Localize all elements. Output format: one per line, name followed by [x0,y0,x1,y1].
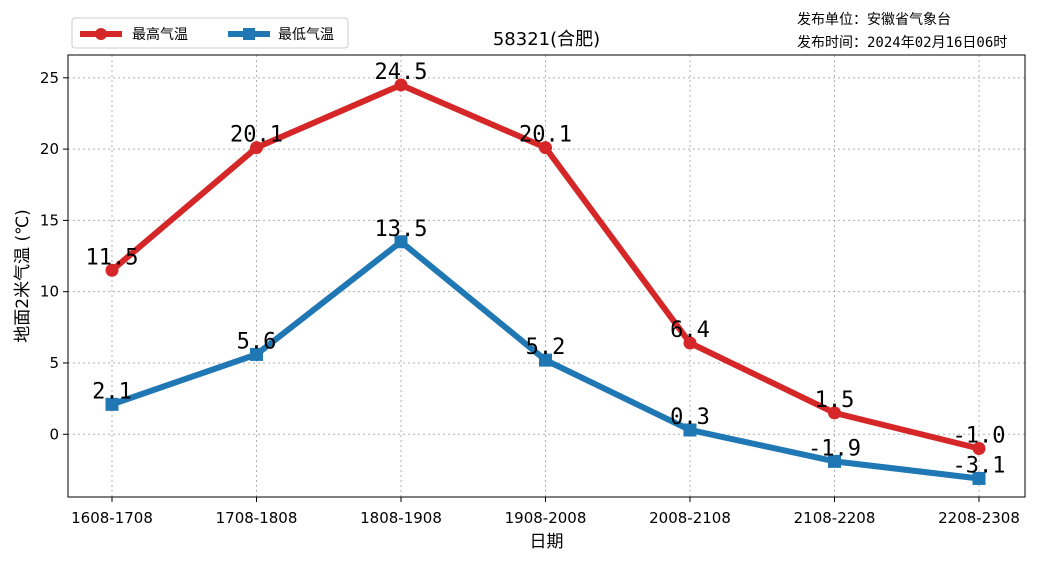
plot-frame [67,54,1026,498]
data-point-max [250,141,263,155]
data-label: 11.5 [86,245,139,270]
publisher-unit-text: 发布单位：安徽省气象台 [797,12,951,28]
y-tick-label: 20 [40,140,59,158]
data-label: 20.1 [230,123,283,148]
data-point-min [683,423,697,437]
data-label: 0.3 [670,405,710,430]
data-label: -1.9 [808,436,861,461]
y-tick-label: 10 [40,283,59,301]
data-label: 1.5 [815,388,855,413]
data-point-max [828,406,841,420]
x-axis-label: 日期 [530,532,564,552]
data-label: 5.6 [237,329,277,354]
legend-marker-square [243,28,255,40]
y-tick-label: 25 [40,69,59,87]
data-label: 6.4 [670,318,710,343]
data-point-max [972,442,986,456]
x-tick-label: 2208-2308 [938,509,1020,527]
y-tick-label: 0 [49,425,59,443]
data-point-min [539,353,552,367]
data-label-layer: 11.5 20.1 24.5 20.1 6.4 1.5 -1.0 2.1 5.6 13.5 5.2 0… [86,60,1006,479]
data-label: 13.5 [375,217,428,242]
legend: 最高气温 最低气温 [71,17,349,49]
data-point-min [250,347,263,361]
y-tick-label: 5 [49,354,59,372]
data-point-max [105,263,119,277]
data-point-min [972,471,986,485]
x-tick-label: 2008-2108 [649,509,731,527]
data-label: -3.1 [953,453,1006,478]
x-tick-label: 1808-1908 [360,509,442,527]
x-tick-label: 2108-2208 [794,509,876,527]
legend-label: 最低气温 [278,27,334,43]
data-point-max [394,78,408,92]
data-label: 2.1 [92,379,132,404]
data-point-max [539,141,552,155]
x-tick-label: 1608-1708 [71,509,153,527]
data-point-min [105,397,119,411]
legend-label: 最高气温 [132,26,188,43]
chart-title: 58321(合肥) [493,29,600,50]
x-tick-label: 1708-1808 [216,509,298,527]
data-point-min [394,235,408,249]
y-axis-label: 地面2米气温 (℃) [13,209,33,343]
series-layer [105,78,986,485]
data-label: 20.1 [519,123,572,148]
grid-layer [68,55,1025,497]
publish-time-text: 发布时间：2024年02月16日06时 [797,35,1007,51]
y-tick-label: 15 [40,211,59,229]
legend-box [71,17,349,49]
data-label: 5.2 [526,335,566,360]
data-point-min [828,454,841,468]
data-label: -1.0 [953,424,1006,449]
data-point-max [683,336,697,350]
legend-marker-circle [95,28,107,40]
x-tick-label: 1908-2008 [505,509,587,527]
data-label: 24.5 [375,60,428,85]
tick-layer: 1608-1708 1708-1808 1808-1908 1908-2008 2008… [40,69,1020,527]
